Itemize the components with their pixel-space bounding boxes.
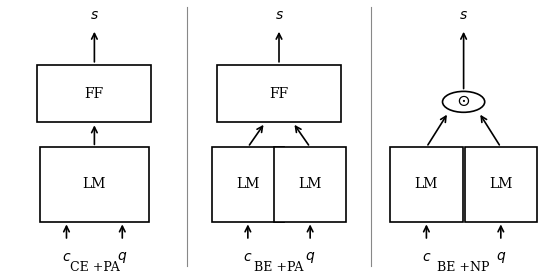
FancyBboxPatch shape — [274, 147, 346, 222]
Text: $c$: $c$ — [422, 250, 431, 264]
Text: BE +NP: BE +NP — [437, 261, 490, 274]
Text: LM: LM — [299, 177, 322, 192]
FancyBboxPatch shape — [391, 147, 463, 222]
FancyBboxPatch shape — [40, 147, 148, 222]
Text: $s$: $s$ — [90, 8, 99, 22]
Text: CE +PA: CE +PA — [70, 261, 119, 274]
Text: $c$: $c$ — [62, 250, 71, 264]
Text: $c$: $c$ — [243, 250, 253, 264]
Text: FF: FF — [85, 86, 104, 101]
Text: LM: LM — [236, 177, 259, 192]
Text: $q$: $q$ — [496, 250, 506, 265]
Text: $q$: $q$ — [305, 250, 315, 265]
Text: BE +PA: BE +PA — [254, 261, 304, 274]
Text: ⊙: ⊙ — [456, 93, 470, 110]
Text: $s$: $s$ — [275, 8, 283, 22]
FancyBboxPatch shape — [37, 65, 151, 123]
Text: LM: LM — [415, 177, 438, 192]
FancyBboxPatch shape — [217, 65, 341, 123]
Text: $q$: $q$ — [117, 250, 127, 265]
Text: FF: FF — [270, 86, 288, 101]
Text: LM: LM — [83, 177, 106, 192]
Text: LM: LM — [489, 177, 512, 192]
FancyBboxPatch shape — [212, 147, 284, 222]
FancyBboxPatch shape — [465, 147, 537, 222]
Text: $s$: $s$ — [459, 8, 468, 22]
Circle shape — [442, 91, 485, 112]
